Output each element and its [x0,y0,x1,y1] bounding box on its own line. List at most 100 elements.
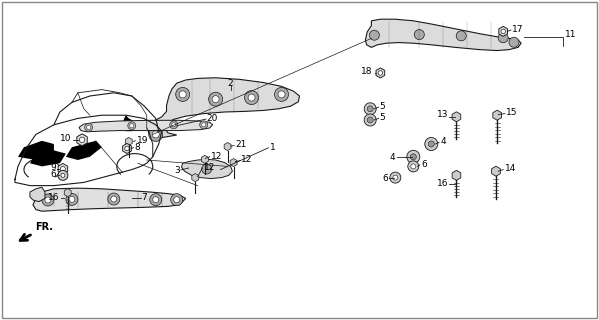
Circle shape [149,127,163,141]
Circle shape [111,196,117,202]
Text: 6: 6 [382,174,388,183]
Polygon shape [192,173,199,182]
Circle shape [199,121,208,129]
Circle shape [212,96,219,103]
Circle shape [407,150,420,163]
Text: 19: 19 [137,136,148,145]
Circle shape [171,194,183,206]
Circle shape [501,29,506,34]
Circle shape [364,103,376,115]
Circle shape [130,124,134,128]
Circle shape [152,131,159,138]
Polygon shape [224,143,231,151]
Circle shape [170,121,178,129]
Circle shape [498,33,508,43]
Polygon shape [201,156,208,163]
Circle shape [66,193,78,205]
Circle shape [174,197,180,203]
Polygon shape [149,78,300,138]
Circle shape [108,193,120,205]
Polygon shape [64,188,71,196]
Text: 14: 14 [505,164,516,173]
Circle shape [69,196,75,202]
Text: 18: 18 [361,68,373,76]
Text: 11: 11 [565,30,576,39]
Text: 16: 16 [49,193,60,202]
Polygon shape [499,26,507,36]
Circle shape [364,114,376,126]
Text: 4: 4 [440,137,446,146]
Circle shape [248,94,255,101]
Circle shape [125,146,129,151]
Text: 16: 16 [437,179,448,188]
Circle shape [410,154,416,160]
Circle shape [393,175,398,180]
Polygon shape [33,188,186,211]
Circle shape [425,138,438,150]
Polygon shape [79,120,213,132]
Circle shape [411,164,416,169]
Circle shape [128,122,136,130]
Polygon shape [58,164,68,174]
Circle shape [179,91,186,98]
Polygon shape [376,68,385,78]
Text: 5: 5 [379,102,385,111]
Circle shape [202,164,211,174]
Circle shape [176,87,190,101]
Polygon shape [77,134,87,146]
Text: 1: 1 [270,143,276,152]
Circle shape [172,123,176,127]
Polygon shape [30,187,45,202]
Circle shape [274,87,289,101]
Circle shape [153,197,159,203]
Text: 12: 12 [241,156,253,164]
Text: 2: 2 [228,79,234,88]
Circle shape [60,166,65,172]
Circle shape [58,170,68,180]
Circle shape [415,29,424,40]
Circle shape [202,123,205,127]
Circle shape [84,123,93,131]
Polygon shape [18,141,54,160]
Text: 13: 13 [437,110,448,119]
Circle shape [509,37,519,47]
Polygon shape [181,159,232,179]
Text: 17: 17 [512,25,524,34]
Polygon shape [452,170,461,180]
Polygon shape [66,141,102,160]
Circle shape [408,161,419,172]
Text: 20: 20 [207,114,218,123]
Polygon shape [230,158,237,166]
Circle shape [428,141,434,147]
Polygon shape [125,138,132,145]
Text: 7: 7 [141,193,147,202]
Polygon shape [452,112,461,122]
Circle shape [390,172,401,183]
Circle shape [367,117,373,123]
Circle shape [87,125,90,129]
Text: 8: 8 [135,143,141,152]
Text: FR.: FR. [35,221,53,232]
Text: 6: 6 [50,170,56,179]
Circle shape [42,194,54,206]
Polygon shape [123,115,135,131]
Circle shape [150,194,162,206]
Text: 3: 3 [174,166,180,175]
Text: 5: 5 [379,113,385,122]
Circle shape [378,71,383,75]
Polygon shape [123,143,131,154]
Text: 12: 12 [204,163,215,172]
Circle shape [61,173,65,177]
Text: 15: 15 [506,108,518,117]
Text: 21: 21 [235,140,247,149]
Circle shape [79,137,85,142]
Circle shape [367,106,373,112]
Polygon shape [365,19,521,51]
Circle shape [208,92,223,106]
Text: 6: 6 [421,160,427,169]
Circle shape [370,30,379,40]
Text: 4: 4 [390,153,395,162]
Circle shape [456,31,466,41]
Circle shape [244,91,259,105]
Circle shape [278,91,285,98]
